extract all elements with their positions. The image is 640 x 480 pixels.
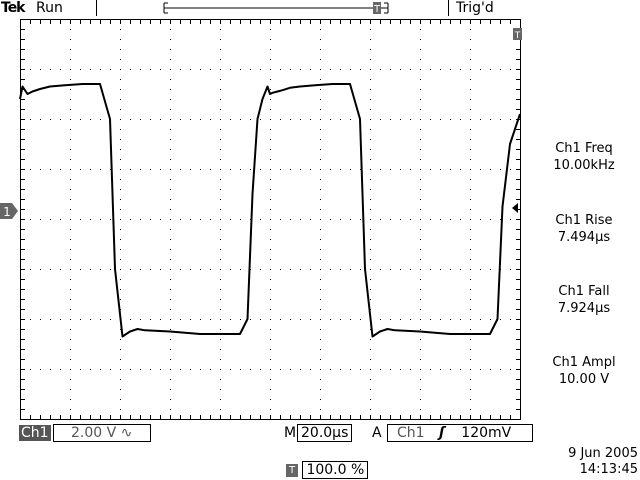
record-position-indicator: T — [163, 2, 389, 15]
trigger-source: Ch1 — [397, 425, 425, 441]
trigger-position-icon: T — [286, 464, 298, 477]
measurement-label: Ch1 Freq — [555, 141, 613, 156]
svg-text:T: T — [514, 31, 521, 40]
trigger-marker-icon: T — [513, 28, 522, 40]
measurement-label: Ch1 Fall — [558, 284, 610, 299]
trigger-position-value: 100.0 % — [302, 461, 369, 479]
waveform-display — [19, 18, 522, 421]
trigger-status: Trig'd — [456, 0, 494, 16]
brand-logo: Tek — [1, 0, 25, 16]
trigger-level-arrow-icon — [512, 203, 518, 213]
trigger-readout[interactable]: Ch1 ʃ 120mV — [387, 424, 533, 442]
ch1-ground-marker-icon[interactable]: 1 — [0, 203, 19, 219]
svg-text:T: T — [373, 4, 381, 15]
volts-per-div: 2.00 V — [71, 425, 117, 441]
measurement-label: Ch1 Ampl — [552, 355, 616, 370]
measurement-label: Ch1 Rise — [555, 213, 613, 228]
trigger-position-icon: T — [373, 2, 381, 15]
measurement-value: 10.00kHz — [553, 158, 615, 173]
time-per-div[interactable]: 20.0µs — [297, 424, 353, 442]
trigger-level: 120mV — [461, 425, 512, 441]
measurement-value: 7.924µs — [557, 301, 611, 316]
rising-edge-icon: ʃ — [439, 425, 445, 441]
ch1-trace-series — [19, 83, 521, 338]
measurement-value: 7.494µs — [557, 230, 611, 245]
vertical-scale-readout[interactable]: 2.00 V ∿ — [53, 424, 151, 442]
measurement-ampl: Ch1 Ampl 10.00 V — [529, 354, 639, 388]
trigger-position-readout[interactable]: T 100.0 % — [286, 461, 369, 479]
divider — [96, 0, 97, 16]
divider — [448, 0, 449, 16]
channel-badge: Ch1 — [19, 425, 51, 441]
time: 14:13:45 — [579, 462, 638, 477]
date-time: 9 Jun 2005 14:13:45 — [520, 446, 638, 478]
grid-dots — [20, 19, 521, 420]
ch1-marker-number: 1 — [3, 205, 11, 219]
measurement-freq: Ch1 Freq 10.00kHz — [529, 140, 639, 174]
channel-readout[interactable]: Ch1 — [19, 425, 51, 442]
date: 9 Jun 2005 — [568, 446, 638, 461]
ac-coupling-icon: ∿ — [120, 425, 133, 441]
main-timebase-label: M — [284, 425, 297, 441]
measurement-rise: Ch1 Rise 7.494µs — [529, 212, 639, 246]
acquisition-state: Run — [36, 0, 63, 16]
waveform-graticule — [19, 19, 521, 420]
measurement-fall: Ch1 Fall 7.924µs — [529, 283, 639, 317]
top-status-bar: Tek Run T Trig'd — [0, 0, 640, 17]
measurement-value: 10.00 V — [558, 372, 610, 387]
trigger-mode: A — [372, 425, 382, 441]
